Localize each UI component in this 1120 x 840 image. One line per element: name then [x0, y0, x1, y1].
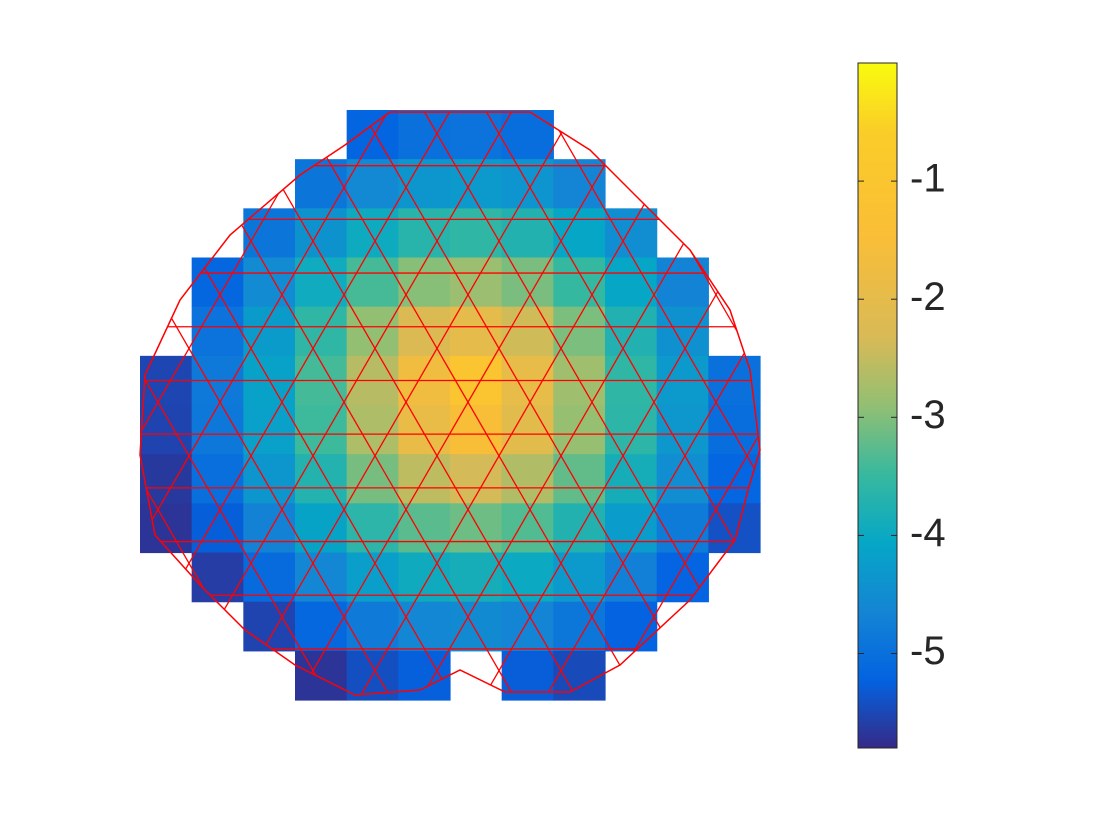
heatmap-cell: [656, 405, 709, 455]
colorbar-ticks: -1 -2 -3 -4 -5: [858, 157, 946, 673]
heatmap-cell: [398, 306, 451, 357]
heatmap-cell: [605, 257, 658, 308]
heatmap-cell: [553, 257, 606, 308]
mesh-edge: [140, 112, 343, 695]
mesh-edge: [221, 112, 593, 695]
mesh-outline: [139, 111, 761, 696]
heatmap-cell: [140, 503, 193, 554]
heatmap-cell: [346, 110, 399, 160]
heatmap-cell: [501, 552, 554, 603]
heatmap-cell: [450, 110, 503, 160]
colorbar-tick-label: -3: [910, 393, 946, 437]
heatmap-cell: [398, 454, 451, 504]
heatmap-cell: [553, 454, 606, 504]
heatmap-cell: [450, 552, 503, 603]
heatmap-cell: [346, 257, 399, 308]
heatmap-cell: [295, 159, 348, 209]
heatmap-cell: [501, 454, 554, 504]
heatmap-cell: [243, 405, 296, 455]
heatmap-cell: [501, 110, 554, 160]
heatmap-cell: [656, 257, 709, 308]
heatmap-cell: [553, 159, 606, 209]
heatmap-cell: [346, 208, 399, 259]
mesh-edge: [281, 112, 653, 695]
heatmap-cell: [295, 503, 348, 554]
heatmap-cell: [501, 208, 554, 259]
heatmap-cell: [346, 159, 399, 209]
heatmap-cell: [553, 650, 606, 701]
colorbar-tick-label: -2: [910, 275, 946, 319]
heatmap-cell: [605, 454, 658, 504]
colorbar-tick-label: -4: [910, 511, 946, 555]
mesh-edge: [529, 112, 760, 695]
heatmap-cell: [295, 208, 348, 259]
heatmap-cell: [553, 208, 606, 259]
colorbar-tick-label: -1: [910, 157, 946, 201]
heatmap-cell: [501, 650, 554, 701]
heatmap-cell: [708, 405, 761, 455]
heatmap-cell: [243, 208, 296, 259]
heatmap-cell: [346, 552, 399, 603]
mesh-edge: [140, 112, 407, 695]
heatmap-cell: [656, 454, 709, 504]
heatmap-cell: [501, 405, 554, 455]
heatmap-cell: [243, 257, 296, 308]
heatmap-cell: [553, 405, 606, 455]
mesh-edge: [531, 112, 760, 695]
heatmap-cell: [450, 601, 503, 652]
heatmap-cell: [295, 405, 348, 455]
mesh-edge: [467, 112, 760, 695]
heatmap-cell: [605, 405, 658, 455]
heatmap-cell: [553, 503, 606, 554]
heatmap-cell: [243, 503, 296, 554]
heatmap-cell: [553, 306, 606, 357]
heatmap-cell: [501, 306, 554, 357]
heatmap-cell: [656, 552, 709, 603]
heatmap-cell: [191, 405, 244, 455]
heatmap-cell: [605, 503, 658, 554]
heatmap-cell: [398, 552, 451, 603]
heatmap-cell: [191, 552, 244, 603]
heatmap-cell: [191, 306, 244, 357]
heatmap-cell: [295, 257, 348, 308]
heatmap-cell: [398, 601, 451, 652]
heatmap-cell: [346, 405, 399, 455]
heatmap-cell: [398, 650, 451, 701]
heatmap-cell: [243, 454, 296, 504]
heatmap-cell: [398, 405, 451, 455]
heatmap-cell: [398, 110, 451, 160]
heatmap-cell: [191, 454, 244, 504]
mesh-edge: [140, 112, 405, 695]
heatmap-cell: [243, 306, 296, 357]
heatmap-cell: [450, 306, 503, 357]
heatmap-cell: [398, 159, 451, 209]
heatmap-cell: [346, 454, 399, 504]
heatmap-cell: [398, 257, 451, 308]
heatmap-cell: [708, 454, 761, 504]
heatmap-cell: [605, 208, 658, 259]
mesh-edge: [283, 112, 655, 695]
heatmap-cell: [295, 454, 348, 504]
heatmap-cell: [450, 257, 503, 308]
colorbar-tick-label: -5: [910, 629, 946, 673]
mesh-edge: [343, 112, 715, 695]
mesh-edge: [469, 112, 760, 695]
mesh-edge: [593, 112, 760, 695]
heatmap-cell: [450, 503, 503, 554]
heatmap-cell: [295, 650, 348, 701]
colorbar: [857, 62, 898, 749]
